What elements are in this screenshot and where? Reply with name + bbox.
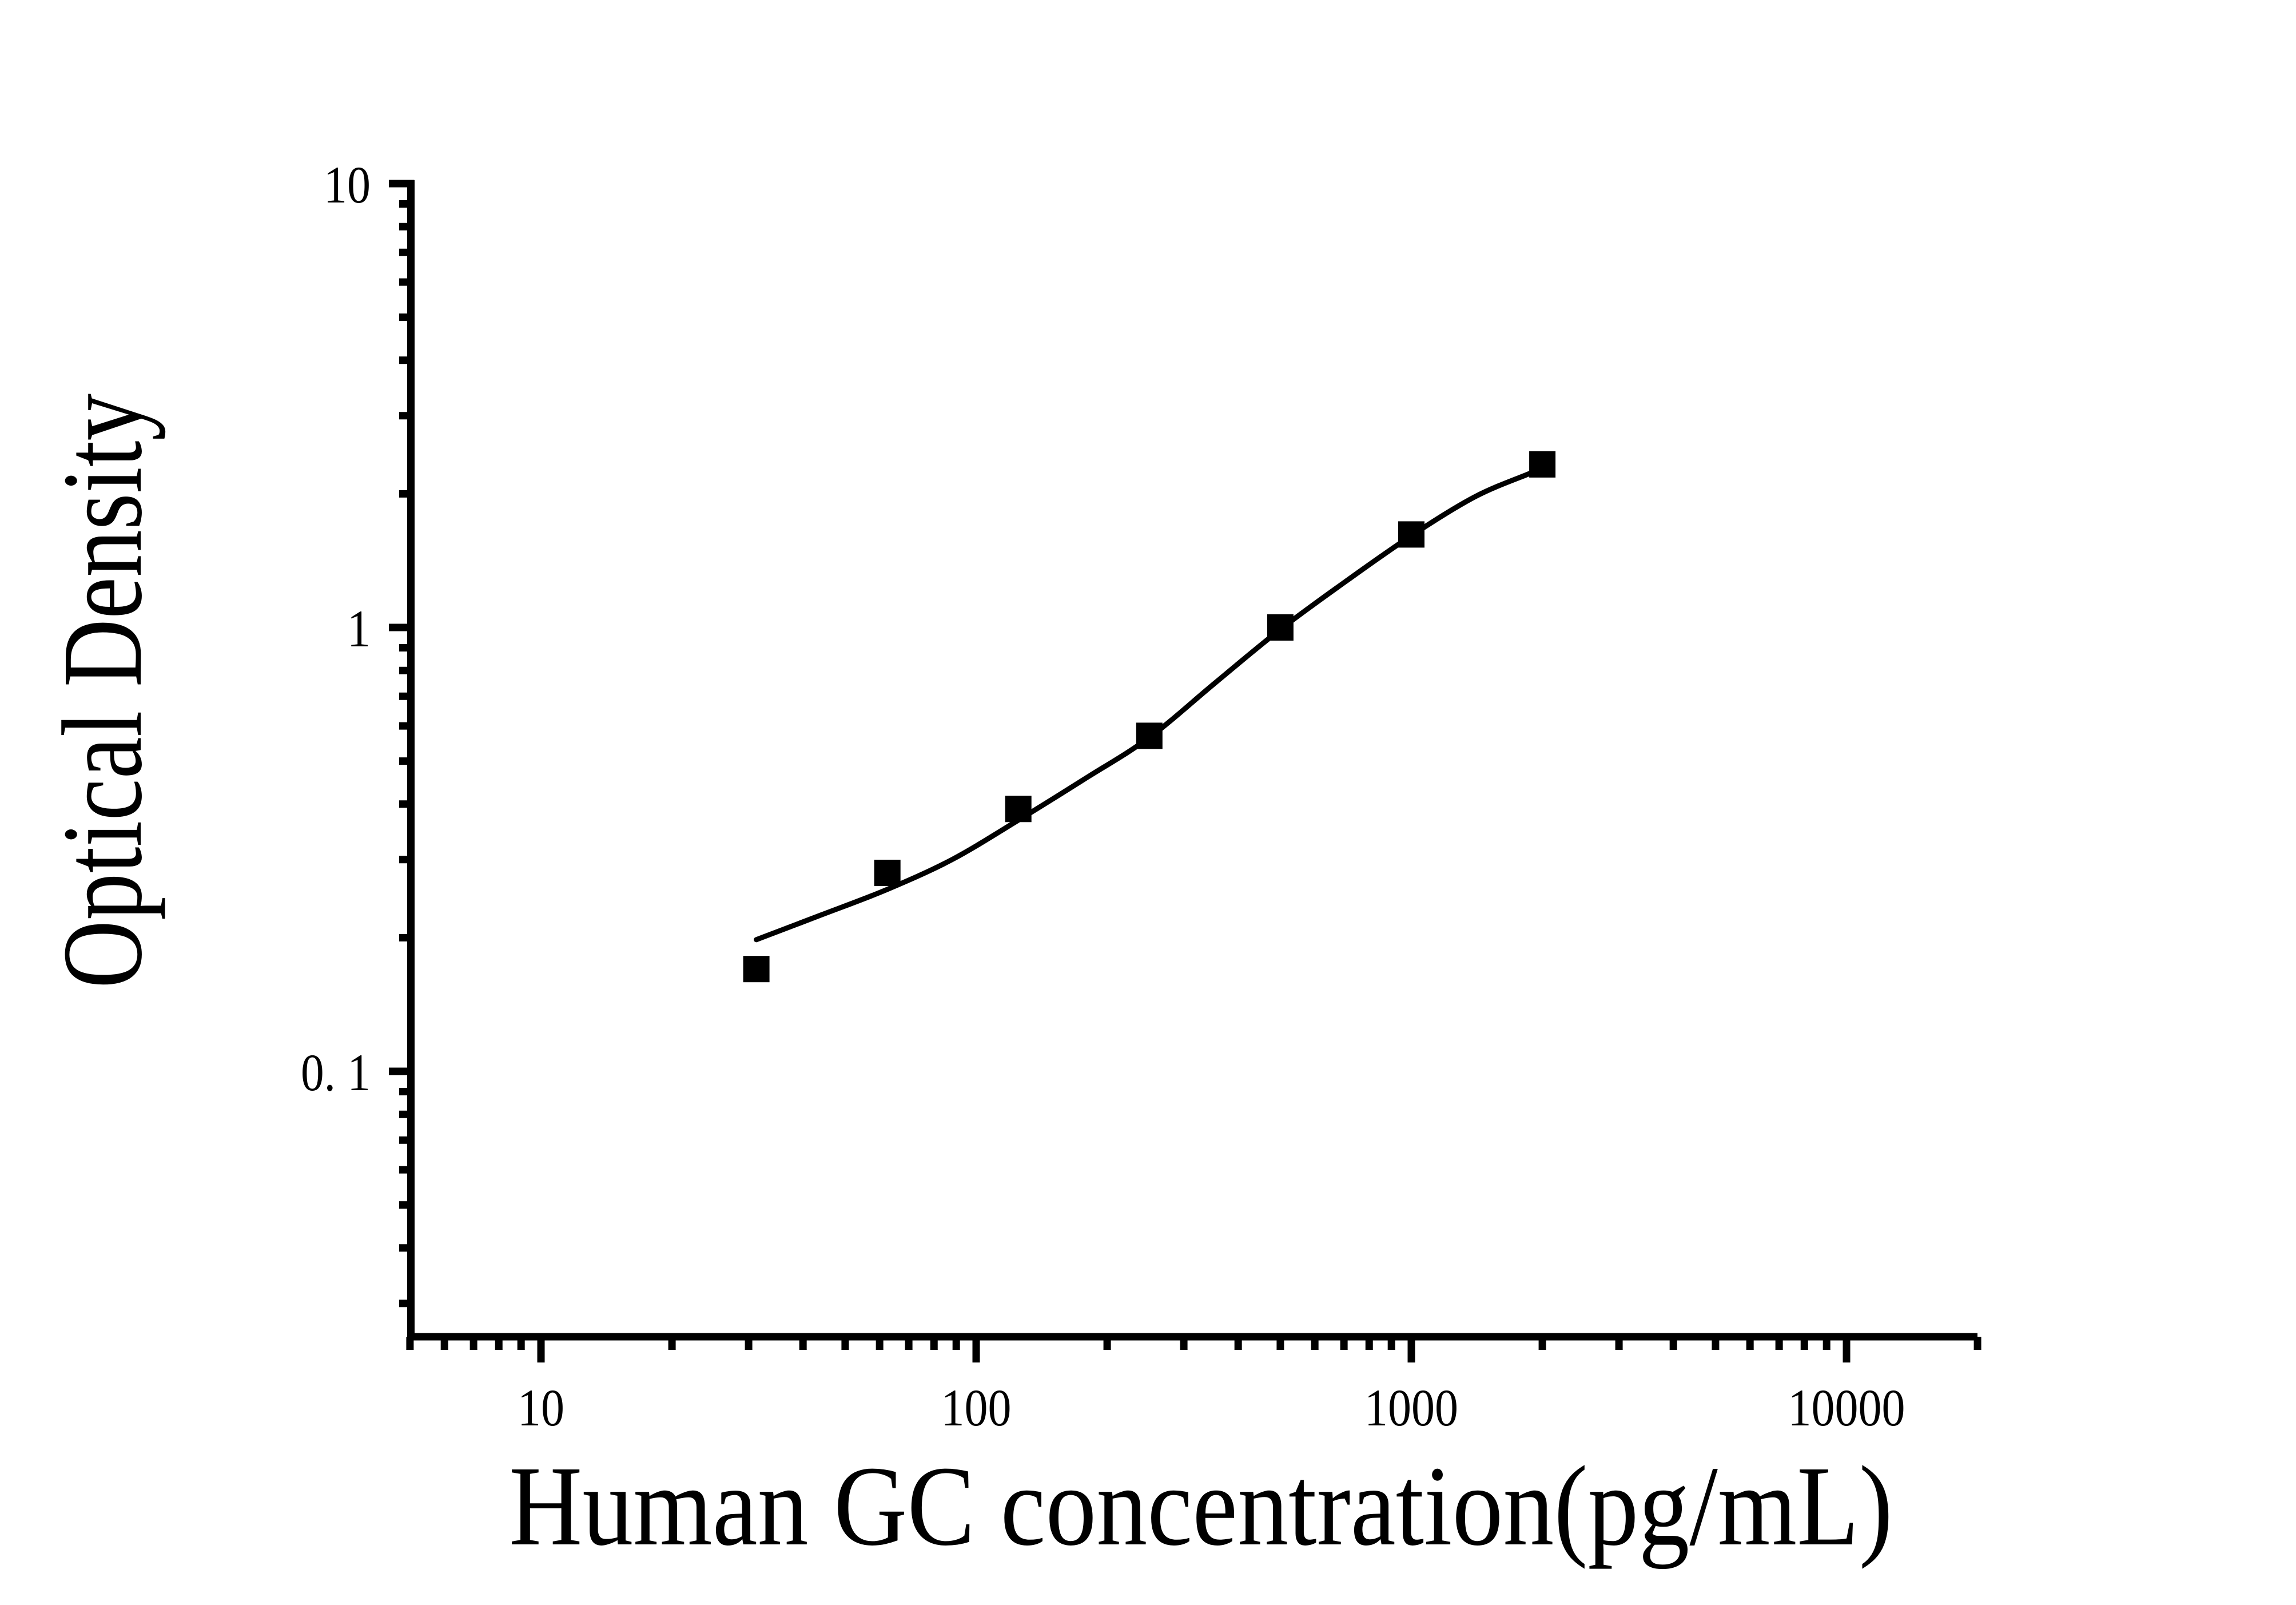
data-point-markers bbox=[743, 451, 1556, 983]
x-tick-label: 10 bbox=[518, 1378, 564, 1437]
x-axis-major-ticks bbox=[537, 1337, 1851, 1362]
x-tick-label: 1000 bbox=[1364, 1378, 1458, 1437]
x-tick-label: 10000 bbox=[1788, 1378, 1905, 1437]
data-point-marker bbox=[874, 860, 901, 886]
data-point-marker bbox=[1136, 722, 1163, 749]
x-axis-title: Human GC concentration(pg/mL) bbox=[509, 1443, 1893, 1570]
y-tick-label: 10 bbox=[324, 156, 371, 214]
y-axis-tick-labels: 10 1 0. 1 bbox=[301, 156, 371, 1102]
y-tick-label: 0. 1 bbox=[301, 1043, 371, 1102]
data-point-marker bbox=[1005, 796, 1032, 823]
data-point-marker bbox=[743, 956, 770, 983]
y-axis-title: Optical Density bbox=[39, 394, 166, 988]
data-point-marker bbox=[1398, 521, 1424, 548]
data-point-marker bbox=[1267, 614, 1294, 641]
data-point-marker bbox=[1529, 451, 1556, 478]
y-tick-label: 1 bbox=[347, 599, 371, 658]
x-axis-tick-labels: 10 100 1000 10000 bbox=[518, 1378, 1905, 1437]
x-tick-label: 100 bbox=[941, 1378, 1012, 1437]
